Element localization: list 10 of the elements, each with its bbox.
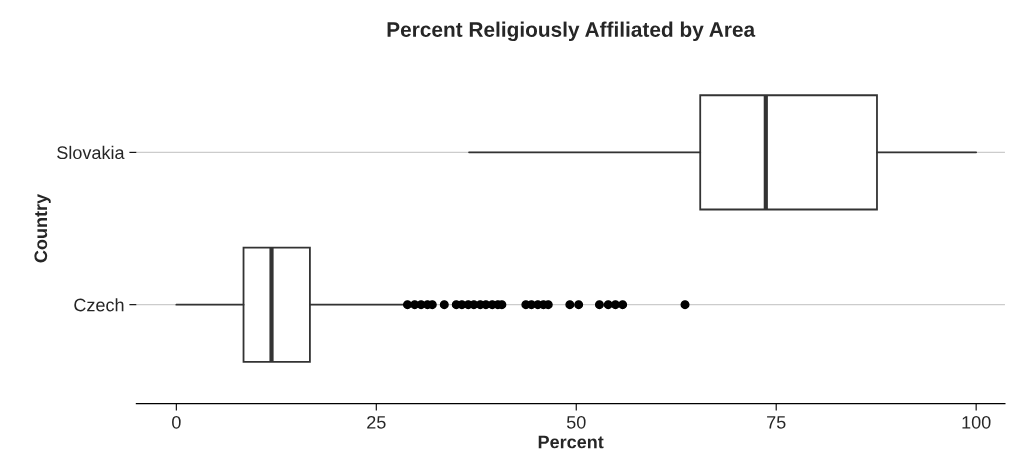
x-axis-title: Percent bbox=[538, 435, 604, 449]
x-tick-label: 25 bbox=[367, 415, 386, 429]
x-tick-label: 75 bbox=[767, 416, 786, 429]
x-tick-label: 100 bbox=[962, 415, 991, 429]
y-tick-label: Czech bbox=[74, 298, 124, 312]
chart-title: Percent Religiously Affiliated by Area bbox=[387, 21, 756, 42]
x-tick-label: 50 bbox=[566, 415, 586, 429]
y-tick-label: Slovakia bbox=[57, 145, 125, 160]
y-axis-title: Country bbox=[34, 194, 51, 263]
x-tick-label: 0 bbox=[172, 415, 181, 429]
